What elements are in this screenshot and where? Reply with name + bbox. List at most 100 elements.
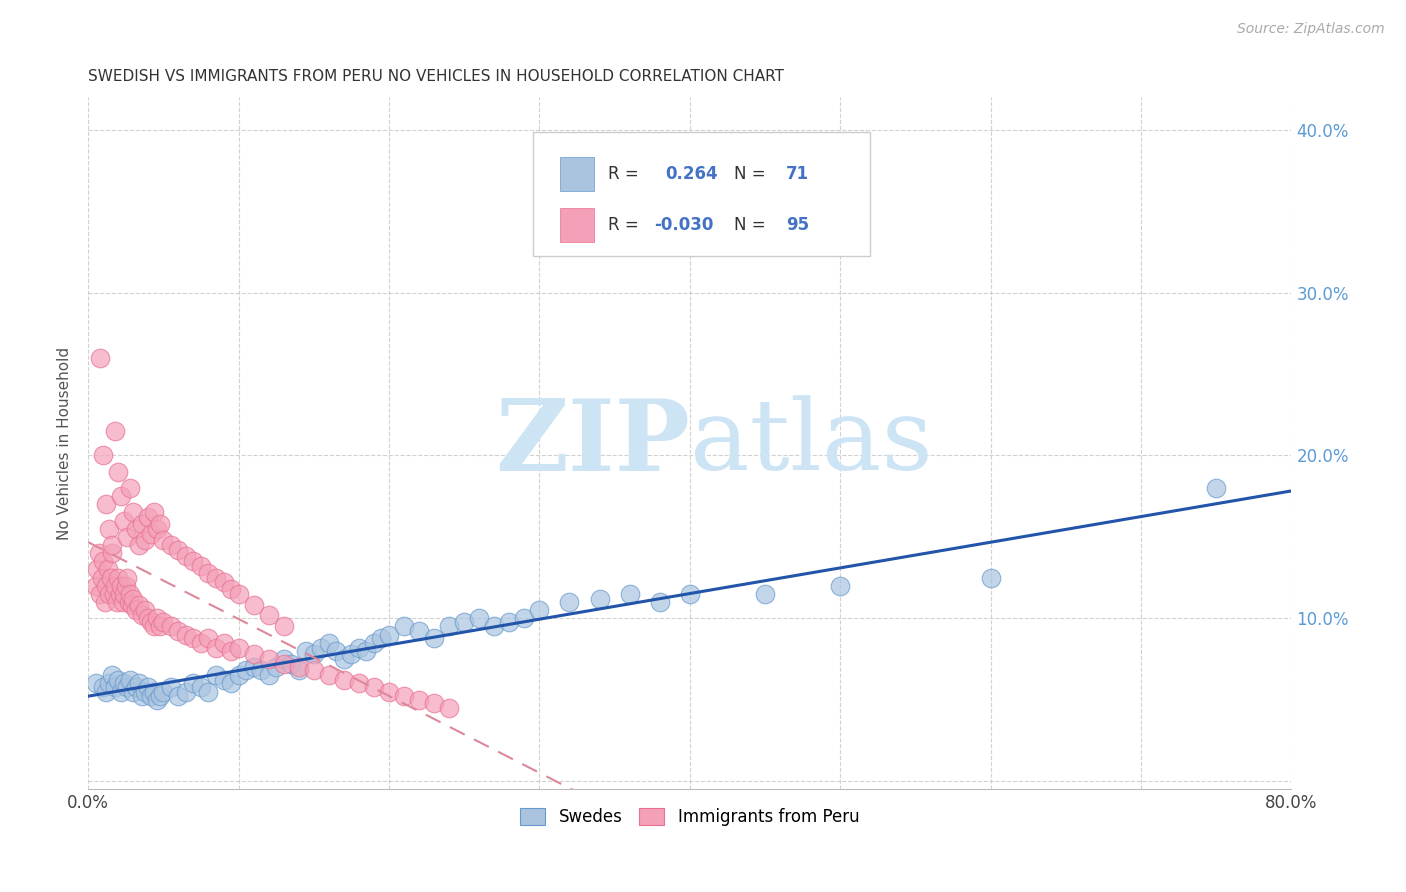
Point [392, 690, 415, 704]
Point [273, 657, 295, 671]
Point [183, 676, 205, 690]
Point [160, 619, 183, 633]
Point [101, 668, 124, 682]
Point [104, 424, 127, 438]
Point [408, 692, 430, 706]
Point [287, 664, 309, 678]
Point [160, 680, 183, 694]
Point [107, 465, 129, 479]
Point [89, 351, 111, 365]
Point [183, 554, 205, 568]
Point [378, 684, 401, 698]
Text: R =: R = [607, 165, 644, 183]
Point [143, 684, 166, 698]
Point [97, 562, 120, 576]
FancyBboxPatch shape [533, 132, 870, 256]
Point [110, 489, 132, 503]
Point [183, 631, 205, 645]
Text: 0.264: 0.264 [665, 165, 718, 183]
Point [378, 627, 401, 641]
Point [87, 546, 110, 560]
Point [257, 607, 280, 622]
Point [143, 505, 166, 519]
Point [112, 514, 135, 528]
Point [136, 510, 159, 524]
Point [980, 570, 1002, 584]
Point [104, 680, 127, 694]
Point [100, 570, 122, 584]
Point [112, 676, 135, 690]
Point [98, 522, 121, 536]
Text: R =: R = [607, 216, 644, 234]
Point [347, 640, 370, 655]
Point [128, 538, 150, 552]
Point [152, 533, 174, 547]
Point [273, 652, 295, 666]
Point [588, 591, 610, 606]
Point [98, 587, 121, 601]
Point [98, 676, 121, 690]
Point [146, 692, 169, 706]
Point [228, 587, 250, 601]
Point [118, 595, 141, 609]
Point [242, 660, 264, 674]
Point [190, 635, 212, 649]
Point [228, 640, 250, 655]
Point [96, 684, 118, 698]
Point [219, 582, 242, 596]
Point [219, 676, 242, 690]
Point [257, 668, 280, 682]
Point [101, 538, 124, 552]
Point [333, 673, 356, 687]
Point [131, 690, 153, 704]
Point [90, 570, 112, 584]
Point [84, 579, 107, 593]
Point [131, 516, 153, 531]
Point [111, 595, 134, 609]
Point [174, 549, 197, 564]
Point [190, 559, 212, 574]
Point [91, 680, 114, 694]
Point [363, 680, 385, 694]
Point [107, 570, 129, 584]
Point [212, 673, 235, 687]
Point [437, 619, 460, 633]
Point [423, 631, 446, 645]
Point [134, 684, 156, 698]
Point [174, 684, 197, 698]
Point [205, 570, 228, 584]
Point [86, 562, 108, 576]
Point [212, 575, 235, 590]
Point [830, 579, 852, 593]
Point [619, 587, 641, 601]
Point [152, 615, 174, 629]
Point [333, 652, 356, 666]
Point [408, 624, 430, 639]
Point [96, 497, 118, 511]
Text: SWEDISH VS IMMIGRANTS FROM PERU NO VEHICLES IN HOUSEHOLD CORRELATION CHART: SWEDISH VS IMMIGRANTS FROM PERU NO VEHIC… [89, 69, 785, 84]
Point [112, 587, 135, 601]
Point [107, 673, 129, 687]
Legend: Swedes, Immigrants from Peru: Swedes, Immigrants from Peru [513, 801, 866, 833]
Point [160, 538, 183, 552]
Point [302, 664, 325, 678]
Point [91, 449, 114, 463]
Point [318, 635, 340, 649]
Text: N =: N = [734, 216, 772, 234]
Point [264, 660, 287, 674]
Point [120, 481, 142, 495]
Point [136, 611, 159, 625]
Point [146, 522, 169, 536]
Point [89, 587, 111, 601]
Point [125, 603, 148, 617]
Text: Source: ZipAtlas.com: Source: ZipAtlas.com [1237, 22, 1385, 37]
Point [257, 652, 280, 666]
Point [134, 603, 156, 617]
Point [197, 631, 219, 645]
Point [205, 640, 228, 655]
Point [149, 619, 172, 633]
Point [96, 579, 118, 593]
Text: 71: 71 [786, 165, 810, 183]
Point [529, 603, 551, 617]
Point [679, 587, 702, 601]
